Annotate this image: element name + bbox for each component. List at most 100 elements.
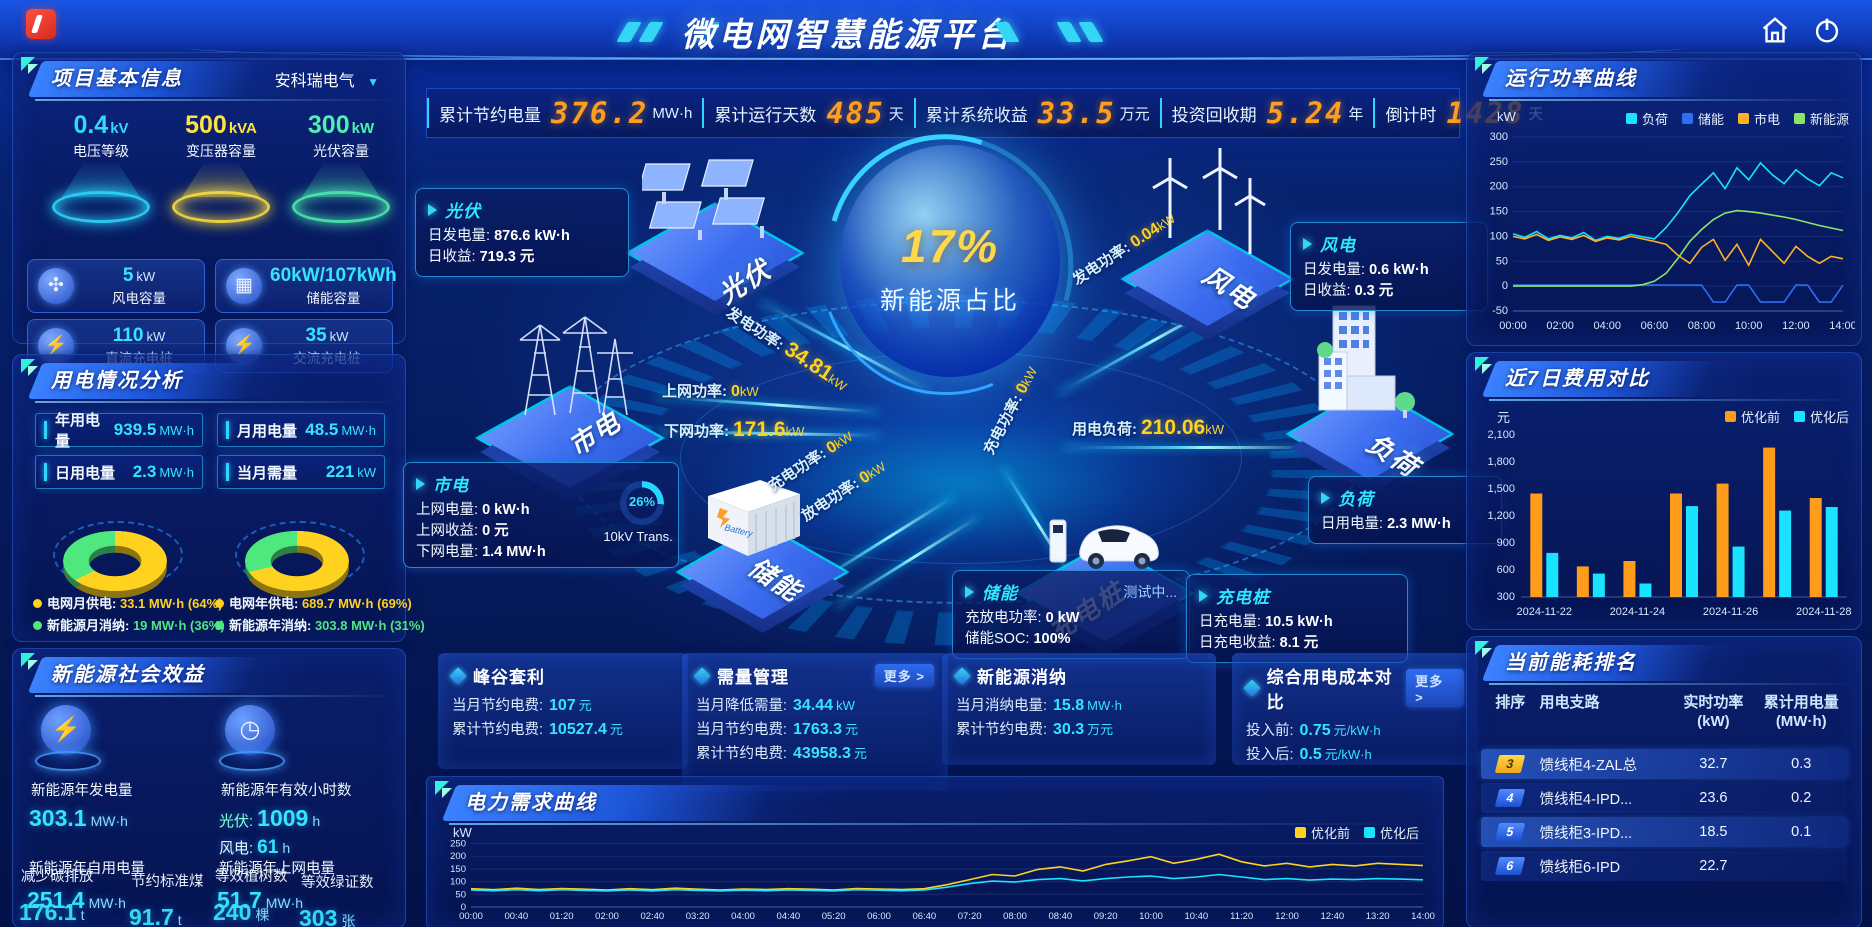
tile-text: 5 kW 风电容量 <box>82 265 204 307</box>
svg-text:12:00: 12:00 <box>1275 911 1299 922</box>
usage-stat-unit: MW·h <box>159 422 194 438</box>
flow-value: 0 <box>731 383 740 400</box>
value-unit: 棵 <box>255 907 270 923</box>
usage-stat-label: 年用电量 <box>54 412 100 450</box>
ranking-row[interactable]: 4 馈线柜4-IPD... 23.6 0.2 <box>1481 783 1847 813</box>
legend-swatch <box>1737 113 1749 124</box>
gauge-label: 10kV Trans. <box>603 529 673 544</box>
panel-demand-chart: 电力需求曲线 kW 优化前 优化后 250 200 150 100 50 0 00:00 00:… <box>426 776 1444 927</box>
kpi-card-title-row: 综合用电成本对比 更多 > <box>1243 663 1464 713</box>
panel-run-power-chart: 运行功率曲线 kW 负荷 储能 市电 新能源 300 250 200 150 100 50 0 -5… <box>1466 52 1862 346</box>
ranking-row[interactable]: 3 馈线柜4-ZAL总 32.7 0.3 <box>1481 749 1847 779</box>
stat-label: 累计运行天数 <box>714 105 817 125</box>
legend-label: 优化后 <box>1809 410 1849 425</box>
value-unit: kVA <box>228 120 257 137</box>
chevron-down-icon: ▼ <box>367 75 379 89</box>
panel-title: 近7日费用对比 <box>1505 368 1651 390</box>
legend-swatch <box>1294 827 1306 838</box>
ranking-column-header: 实时功率 (kW) <box>1683 694 1744 730</box>
capacity-label: 电压等级 <box>73 143 129 159</box>
arrow-icon <box>416 477 425 490</box>
tile-value-row: 35 kW <box>270 325 384 347</box>
svg-text:00:00: 00:00 <box>459 911 483 922</box>
panel-corner-icon <box>1473 355 1495 377</box>
arrow-icon <box>1303 237 1312 250</box>
platform-load[interactable] <box>1285 385 1455 494</box>
run-power-line-chart: 300 250 200 150 100 50 0 -50 00:00 02:00 04:00 06:0… <box>1490 131 1855 332</box>
svg-text:2024-11-22: 2024-11-22 <box>1517 606 1572 618</box>
tile-label: 风电容量 <box>112 291 166 306</box>
panel-title: 当前能耗排名 <box>1505 652 1637 674</box>
svg-text:01:20: 01:20 <box>550 911 574 922</box>
legend-label: 新能源 <box>1809 112 1849 127</box>
kpi-row-unit: MW·h <box>1087 698 1122 713</box>
svg-text:10:00: 10:00 <box>1735 320 1763 332</box>
arrow-icon <box>1199 589 1208 602</box>
tile-unit: kW <box>329 329 349 344</box>
svg-text:08:40: 08:40 <box>1048 911 1072 922</box>
panel-corner-icon <box>1473 639 1495 661</box>
more-button[interactable]: 更多 > <box>874 664 934 687</box>
legend-item: 优化前 <box>1294 823 1350 842</box>
more-button[interactable]: 更多 > <box>1406 669 1464 707</box>
power-icon <box>1815 18 1839 43</box>
value-unit: kV <box>110 120 129 137</box>
flow-label: 用电负荷: <box>1072 421 1137 438</box>
svg-text:600: 600 <box>1497 564 1515 576</box>
svg-text:04:40: 04:40 <box>776 911 800 922</box>
usage-stat-value: 2.3 <box>132 462 157 481</box>
branch-cell: 馈线柜6-IPD <box>1539 859 1621 876</box>
legend-swatch <box>1625 113 1637 124</box>
flow-grid-import-power: 下网功率: 171.6kW <box>664 418 804 442</box>
kpi-row-value: 107 <box>549 697 576 714</box>
rank-badge: 5 <box>1495 823 1526 841</box>
power-tower-icon <box>519 316 633 416</box>
benefit-value: 303.1 MW·h <box>29 805 128 831</box>
company-select[interactable]: 安科瑞电气 ▼ <box>275 67 379 91</box>
power-button[interactable] <box>1810 13 1844 47</box>
building-icon <box>1317 305 1415 418</box>
y-axis-unit: 元 <box>1497 410 1511 425</box>
diamond-icon <box>449 667 467 684</box>
legend-swatch <box>1681 113 1693 124</box>
topbar-stat: 累计系统收益 33.5 万元 <box>913 96 1160 130</box>
svg-text:10:00: 10:00 <box>1139 911 1163 922</box>
card-title: 充电桩 <box>1216 588 1270 607</box>
usage-stat-label: 日用电量 <box>55 464 116 482</box>
svg-text:900: 900 <box>1497 537 1515 549</box>
svg-text:50: 50 <box>455 889 466 900</box>
kpi-row-value: 0.75 <box>1299 722 1331 739</box>
kpi-row: 累计节约电费: 30.3 万元 <box>956 718 1202 742</box>
legend-label: 优化后 <box>1379 826 1419 841</box>
pedestal-glow <box>292 191 390 223</box>
svg-text:0: 0 <box>1502 280 1508 292</box>
panel-header: 当前能耗排名 <box>1475 641 1853 685</box>
kpi-row-value: 15.8 <box>1053 697 1085 714</box>
ranking-column-header: 累计用电量 (MW·h) <box>1763 694 1839 730</box>
ranking-row[interactable]: 6 馈线柜6-IPD 22.7 <box>1481 851 1847 881</box>
usage-stat: 当月需量 221 kW <box>217 455 385 489</box>
benefit-label: 等效绿证数 <box>301 875 374 891</box>
kpi-row: 累计节约电费: 10527.4 元 <box>452 718 674 742</box>
stat-value: 376.2 <box>551 96 649 130</box>
svg-text:1,200: 1,200 <box>1487 510 1515 522</box>
wind-turbine-icon: ✣ <box>38 268 74 304</box>
panel-energy-ranking: 当前能耗排名 排序 用电支路 实时功率 (kW) 累计用电量 (MW·h) 3 馈线柜4… <box>1466 636 1862 927</box>
benefit-label: 新能源年上网电量 <box>219 861 335 877</box>
flow-label: 下网功率: <box>664 423 729 440</box>
legend-item: 新能源 <box>1793 109 1849 128</box>
pedestal-glow <box>35 751 101 771</box>
home-button[interactable] <box>1758 13 1792 47</box>
donut-legend-item: 新能源年消纳: 303.8 MW·h (31%) <box>215 615 425 634</box>
ranking-row[interactable]: 5 馈线柜3-IPD... 18.5 0.1 <box>1481 817 1847 847</box>
svg-text:150: 150 <box>1490 206 1508 218</box>
diamond-icon <box>693 667 711 684</box>
legend-label: 新能源年消纳: <box>229 618 315 633</box>
usage-stat-label: 当月需量 <box>237 464 298 482</box>
stat-unit: MW·h <box>652 104 693 122</box>
benefit-label: 新能源年发电量 <box>31 783 133 799</box>
svg-text:03:20: 03:20 <box>686 911 710 922</box>
flow-load-power: 用电负荷: 210.06kW <box>1072 416 1224 440</box>
clock-icon: ◷ <box>225 705 275 755</box>
